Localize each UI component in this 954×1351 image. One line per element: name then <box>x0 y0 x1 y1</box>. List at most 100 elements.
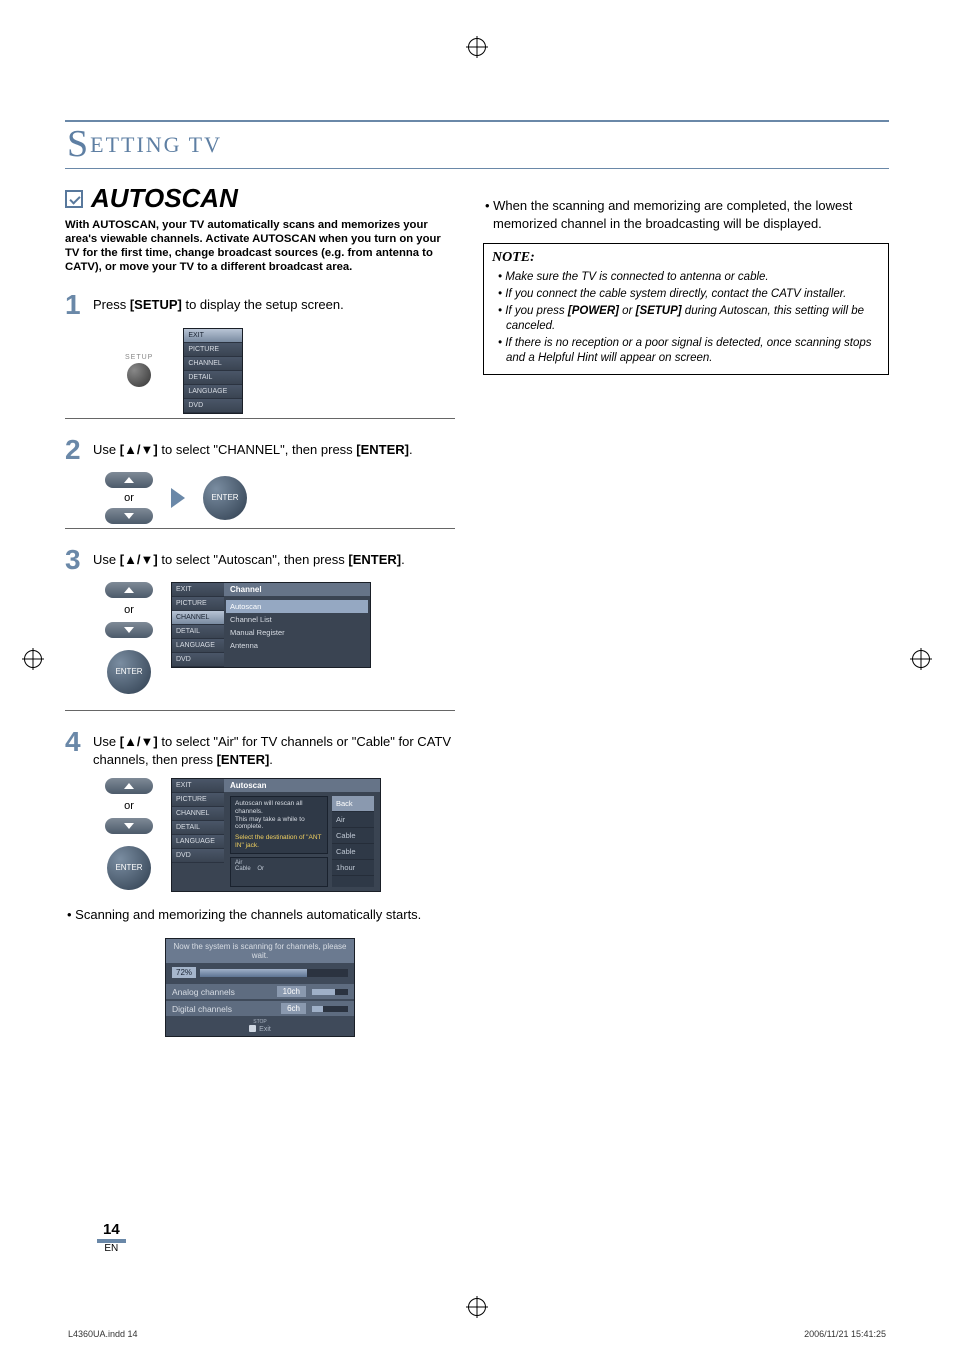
osd-autoscan-row: Autoscan <box>226 600 368 613</box>
step-3-osd-main: Channel Autoscan Channel List Manual Reg… <box>224 583 370 667</box>
step-2-number: 2 <box>65 437 85 462</box>
step-3-controls: or ENTER <box>105 582 153 694</box>
step-3-text: Use [▲/▼] to select "Autoscan", then pre… <box>93 547 455 569</box>
or-label-3: or <box>124 604 134 616</box>
osd-language: LANGUAGE <box>184 385 242 399</box>
step-4-number: 4 <box>65 729 85 754</box>
step-3-figure: or ENTER EXIT PICTURE CHANNEL DETAIL LAN… <box>105 582 455 694</box>
registration-mark-right <box>912 650 930 668</box>
page-frame: SETTING TV AUTOSCAN With AUTOSCAN, your … <box>65 40 889 1310</box>
scan-digital-label: Digital channels <box>172 1004 232 1014</box>
step-4-osd-side: EXIT PICTURE CHANNEL DETAIL LANGUAGE DVD <box>172 779 224 891</box>
note-1: Make sure the TV is connected to antenna… <box>506 270 880 285</box>
scan-digital-count: 6ch <box>281 1003 306 1014</box>
scan-analog-bar <box>312 989 348 995</box>
scan-header: Now the system is scanning for channels,… <box>166 939 354 963</box>
chapter-title-initial: S <box>67 123 90 165</box>
down-button-icon-4 <box>105 818 153 834</box>
scan-digital-row: Digital channels 6ch <box>166 1001 354 1016</box>
enter-button-icon-3: ENTER <box>107 650 151 694</box>
step-2-divider <box>65 528 455 529</box>
step-3-osd-side: EXIT PICTURE CHANNEL DETAIL LANGUAGE DVD <box>172 583 224 667</box>
note-2: If you connect the cable system directly… <box>506 287 880 302</box>
step-1-number: 1 <box>65 292 85 317</box>
page-number-block: 14 EN <box>97 1221 126 1254</box>
enter-button-icon-4: ENTER <box>107 846 151 890</box>
setup-button-label: SETUP <box>125 354 153 361</box>
or-label-4: or <box>124 800 134 812</box>
step-4-osd: EXIT PICTURE CHANNEL DETAIL LANGUAGE DVD… <box>171 778 381 892</box>
arrow-right-icon <box>171 488 185 508</box>
footer-metadata: L4360UA.indd 14 2006/11/21 15:41:25 <box>68 1329 886 1339</box>
step-4-subtext: • Scanning and memorizing the channels a… <box>75 906 455 924</box>
page-lang: EN <box>97 1243 126 1254</box>
autoscan-info-box: Autoscan will rescan all channels. This … <box>230 796 328 854</box>
intro-text: With AUTOSCAN, your TV automatically sca… <box>65 218 455 274</box>
step-1-osd: EXIT PICTURE CHANNEL DETAIL LANGUAGE DVD <box>183 328 243 414</box>
setup-button-icon <box>127 363 151 387</box>
right-note-block: • When the scanning and memorizing are c… <box>483 197 889 375</box>
step-2: 2 Use [▲/▼] to select "CHANNEL", then pr… <box>65 437 455 462</box>
footer-timestamp: 2006/11/21 15:41:25 <box>804 1329 886 1339</box>
scan-progress-row: 72% <box>166 963 354 982</box>
osd-channel: CHANNEL <box>184 357 242 371</box>
osd-exit: EXIT <box>184 329 242 343</box>
chapter-title: SETTING TV <box>67 122 887 166</box>
note-3: If you press [POWER] or [SETUP] during A… <box>506 304 880 334</box>
column-left: AUTOSCAN With AUTOSCAN, your TV automati… <box>65 179 455 1037</box>
note-title: NOTE: <box>492 248 880 268</box>
section-title: AUTOSCAN <box>91 183 238 214</box>
step-1-figure: SETUP EXIT PICTURE CHANNEL DETAIL LANGUA… <box>125 328 455 414</box>
check-icon <box>65 190 83 208</box>
note-box: NOTE: Make sure the TV is connected to a… <box>483 243 889 374</box>
content-columns: AUTOSCAN With AUTOSCAN, your TV automati… <box>65 179 889 1037</box>
osd-picture: PICTURE <box>184 343 242 357</box>
step-4: 4 Use [▲/▼] to select "Air" for TV chann… <box>65 729 455 768</box>
scan-exit-row: STOP Exit <box>166 1016 354 1036</box>
step-4-figure: or ENTER EXIT PICTURE CHANNEL DETAIL LAN… <box>105 778 455 892</box>
note-list: Make sure the TV is connected to antenna… <box>492 270 880 366</box>
stop-icon <box>249 1025 256 1032</box>
step-3-number: 3 <box>65 547 85 572</box>
osd-detail: DETAIL <box>184 371 242 385</box>
page-number: 14 <box>97 1221 126 1243</box>
scan-analog-label: Analog channels <box>172 987 235 997</box>
autoscan-diagram: Air Cable Or <box>230 857 328 887</box>
registration-mark-left <box>24 650 42 668</box>
chapter-header: SETTING TV <box>65 120 889 169</box>
up-button-icon <box>105 472 153 488</box>
setup-button-graphic: SETUP <box>125 354 153 387</box>
step-2-text: Use [▲/▼] to select "CHANNEL", then pres… <box>93 437 455 459</box>
scan-progress-track <box>200 969 348 977</box>
down-button-icon-3 <box>105 622 153 638</box>
down-button-icon <box>105 508 153 524</box>
footer-file: L4360UA.indd 14 <box>68 1329 138 1339</box>
scan-progress-fill <box>200 969 307 977</box>
completion-note: • When the scanning and memorizing are c… <box>493 197 889 233</box>
step-4-osd-main: Autoscan Autoscan will rescan all channe… <box>224 779 380 891</box>
step-1-text: Press [SETUP] to display the setup scree… <box>93 292 455 314</box>
step-4-osd-title: Autoscan <box>224 779 380 792</box>
section-header: AUTOSCAN <box>65 183 455 214</box>
step-4-controls: or ENTER <box>105 778 153 890</box>
scan-percent: 72% <box>172 967 196 978</box>
step-3: 3 Use [▲/▼] to select "Autoscan", then p… <box>65 547 455 572</box>
scan-digital-bar <box>312 1006 348 1012</box>
step-3-osd-title: Channel <box>224 583 370 596</box>
scan-analog-row: Analog channels 10ch <box>166 984 354 999</box>
scan-progress-box: Now the system is scanning for channels,… <box>165 938 355 1037</box>
enter-button-icon: ENTER <box>203 476 247 520</box>
or-label-2: or <box>124 492 134 504</box>
step-2-figure: or ENTER <box>105 472 455 524</box>
osd-dvd: DVD <box>184 399 242 413</box>
scan-analog-count: 10ch <box>277 986 306 997</box>
step-3-osd: EXIT PICTURE CHANNEL DETAIL LANGUAGE DVD… <box>171 582 371 668</box>
note-4: If there is no reception or a poor signa… <box>506 336 880 366</box>
chapter-title-rest: ETTING TV <box>90 132 222 157</box>
step-1: 1 Press [SETUP] to display the setup scr… <box>65 292 455 317</box>
up-button-icon-4 <box>105 778 153 794</box>
autoscan-dest-list: Back Air Cable Cable 1hour <box>332 796 374 887</box>
column-right: • When the scanning and memorizing are c… <box>483 179 889 1037</box>
step-1-divider <box>65 418 455 419</box>
step-3-divider <box>65 710 455 711</box>
